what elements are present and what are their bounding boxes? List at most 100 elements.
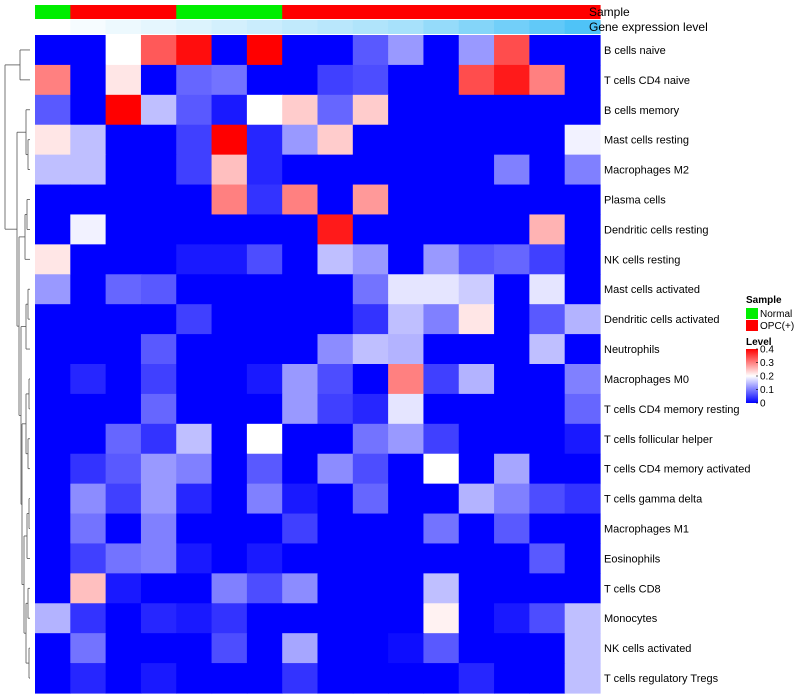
heatmap-cell-r0-c8	[317, 35, 354, 66]
heatmap-cell-r8-c6	[246, 274, 283, 305]
heatmap-cell-r6-c2	[105, 214, 142, 245]
heatmap-cell-r15-c7	[282, 483, 319, 515]
heatmap-cell-r6-c6	[246, 214, 283, 245]
heatmap-cell-r20-c0	[35, 633, 71, 664]
heatmap-cell-r2-c0	[35, 94, 71, 126]
heatmap-cell-r14-c15	[564, 453, 601, 485]
heatmap-cell-r6-c8	[317, 214, 354, 245]
heatmap-cell-r3-c3	[140, 124, 177, 156]
heatmap-cell-r19-c15	[564, 603, 601, 634]
row-label: Dendritic cells activated	[604, 314, 720, 326]
row-label: T cells CD4 memory resting	[604, 404, 740, 416]
heatmap-cell-r21-c5	[211, 663, 248, 694]
heatmap-cell-r14-c2	[105, 453, 142, 485]
heatmap-cell-r19-c1	[70, 603, 107, 634]
heatmap-cell-r20-c11	[423, 633, 460, 664]
heatmap-cell-r9-c10	[388, 304, 425, 335]
heatmap-cell-r8-c15	[564, 274, 601, 305]
heatmap-cell-r7-c15	[564, 244, 601, 275]
sample-annotation-cell	[35, 5, 71, 19]
heatmap-cell-r10-c5	[211, 334, 248, 365]
heatmap-cell-r9-c12	[458, 304, 495, 335]
sample-annotation-cell	[494, 5, 530, 19]
heatmap-cell-r3-c1	[70, 124, 107, 156]
heatmap-cell-r13-c3	[140, 423, 177, 455]
heatmap-cell-r19-c5	[211, 603, 248, 634]
expression-annotation-cell	[35, 20, 71, 34]
row-label: Neutrophils	[604, 344, 660, 356]
heatmap-cell-r0-c7	[282, 35, 319, 66]
legend-tick-label: 0.1	[760, 385, 774, 396]
heatmap-cell-r6-c13	[494, 214, 530, 245]
heatmap-cell-r20-c1	[70, 633, 107, 664]
heatmap-cell-r3-c15	[564, 124, 601, 156]
heatmap-cell-r16-c3	[140, 513, 177, 545]
heatmap-cell-r13-c15	[564, 423, 601, 455]
heatmap-cell-r3-c14	[529, 124, 566, 156]
heatmap-cell-r1-c7	[282, 64, 319, 96]
row-label: B cells memory	[604, 105, 680, 117]
heatmap-cell-r4-c8	[317, 154, 354, 186]
heatmap-cell-r0-c9	[352, 35, 389, 66]
heatmap-cell-r10-c11	[423, 334, 460, 365]
heatmap-cell-r16-c0	[35, 513, 71, 545]
heatmap-cell-r16-c12	[458, 513, 495, 545]
legend-tick-label: 0.2	[760, 372, 774, 383]
heatmap-cell-r0-c3	[140, 35, 177, 66]
expression-annotation-label: Gene expression level	[589, 20, 708, 34]
heatmap-cell-r14-c12	[458, 453, 495, 485]
heatmap-cell-r6-c0	[35, 214, 71, 245]
heatmap-cell-r19-c0	[35, 603, 71, 634]
heatmap-cell-r16-c15	[564, 513, 601, 545]
heatmap-cell-r17-c15	[564, 543, 601, 574]
heatmap-cell-r6-c1	[70, 214, 107, 245]
expression-annotation-cell	[246, 20, 283, 34]
heatmap-cell-r18-c11	[423, 573, 460, 604]
heatmap-cell-r11-c2	[105, 364, 142, 395]
heatmap-cell-r3-c12	[458, 124, 495, 156]
heatmap-cell-r8-c14	[529, 274, 566, 305]
heatmap-cell-r11-c10	[388, 364, 425, 395]
heatmap-cell-r20-c9	[352, 633, 389, 664]
heatmap-cell-r2-c4	[176, 94, 213, 126]
sample-annotation-cell	[140, 5, 177, 19]
heatmap-cell-r8-c13	[494, 274, 530, 305]
row-label: Dendritic cells resting	[604, 224, 709, 236]
heatmap-cell-r2-c11	[423, 94, 460, 126]
heatmap-cell-r17-c6	[246, 543, 283, 574]
heatmap-cell-r21-c6	[246, 663, 283, 694]
heatmap-cell-r20-c4	[176, 633, 213, 664]
heatmap-cell-r12-c14	[529, 393, 566, 425]
heatmap-cell-r9-c9	[352, 304, 389, 335]
heatmap-cell-r10-c4	[176, 334, 213, 365]
expression-annotation-cell	[211, 20, 248, 34]
heatmap-cell-r10-c8	[317, 334, 354, 365]
heatmap-cell-r15-c2	[105, 483, 142, 515]
heatmap-cell-r16-c1	[70, 513, 107, 545]
row-label: Mast cells activated	[604, 284, 700, 296]
heatmap-cell-r3-c6	[246, 124, 283, 156]
heatmap-cell-r16-c11	[423, 513, 460, 545]
heatmap-cell-r2-c5	[211, 94, 248, 126]
heatmap-cell-r8-c9	[352, 274, 389, 305]
heatmap-cell-r18-c5	[211, 573, 248, 604]
heatmap-cell-r4-c10	[388, 154, 425, 186]
heatmap-cell-r21-c9	[352, 663, 389, 694]
heatmap-cell-r7-c12	[458, 244, 495, 275]
heatmap-cell-r17-c9	[352, 543, 389, 574]
heatmap-cell-r5-c15	[564, 184, 601, 216]
heatmap-cell-r3-c13	[494, 124, 530, 156]
heatmap-cell-r19-c3	[140, 603, 177, 634]
heatmap-cell-r7-c9	[352, 244, 389, 275]
heatmap-cell-r21-c3	[140, 663, 177, 694]
heatmap-cell-r14-c1	[70, 453, 107, 485]
heatmap-cell-r13-c6	[246, 423, 283, 455]
heatmap-cell-r16-c4	[176, 513, 213, 545]
heatmap-cell-r5-c11	[423, 184, 460, 216]
heatmap-cell-r16-c6	[246, 513, 283, 545]
sample-annotation-cell	[282, 5, 319, 19]
heatmap-cell-r14-c3	[140, 453, 177, 485]
heatmap-cell-r19-c4	[176, 603, 213, 634]
sample-annotation-cell	[529, 5, 566, 19]
heatmap-cell-r7-c7	[282, 244, 319, 275]
